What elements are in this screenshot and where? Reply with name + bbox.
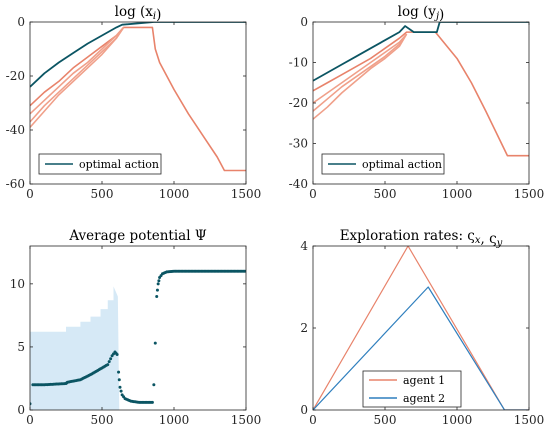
series-line-optimal [313, 22, 529, 82]
series-line-other-1 [313, 31, 529, 157]
y-tick-label: 5 [17, 340, 25, 354]
y-tick-label: -40 [6, 123, 25, 137]
legend-label: optimal action [362, 158, 442, 171]
series-line-other-4 [313, 33, 408, 120]
x-tick-label: 1000 [442, 413, 473, 427]
panel-average-potential: 0 500 1000 1500 0 5 10 Average potential Ψ [10, 228, 262, 427]
panel-log-x: 0 500 1000 1500 -60 -40 -20 0 log (xi) optimal ac… [6, 4, 262, 201]
y-tick-label: 0 [300, 15, 308, 29]
series-line-agent-1 [313, 246, 529, 410]
legend-label: optimal action [79, 158, 159, 171]
x-tick-label: 1000 [159, 413, 190, 427]
y-tick-label: -20 [289, 96, 308, 110]
series-line-other-2 [313, 33, 408, 104]
y-tick-label: -40 [289, 177, 308, 191]
legend-label: agent 2 [403, 392, 445, 405]
plot-area [313, 246, 529, 410]
data-point [155, 294, 159, 298]
series-line-optimal [30, 22, 246, 88]
y-tick-label: -10 [289, 56, 308, 70]
x-tick-label: 1000 [159, 187, 190, 201]
data-point [150, 400, 154, 404]
data-point [115, 352, 119, 356]
x-tick-label: 0 [309, 413, 317, 427]
y-tick-label: 10 [10, 277, 25, 291]
series-line-other-2 [30, 26, 125, 115]
data-point [117, 378, 121, 382]
series-line-other-4 [30, 26, 125, 128]
legend-box [362, 370, 462, 408]
data-point [155, 288, 159, 292]
legend-box [321, 153, 445, 175]
y-tick-label: 0 [300, 403, 308, 417]
y-tick-label: -30 [289, 137, 308, 151]
axes-box [29, 245, 247, 411]
x-tick-label: 500 [374, 187, 397, 201]
data-point [117, 370, 121, 374]
y-tick-label: 0 [17, 403, 25, 417]
x-tick-label: 1500 [514, 187, 545, 201]
x-tick-label: 500 [91, 187, 114, 201]
chart-title: Average potential Ψ [68, 228, 207, 244]
series-line-other-1 [30, 26, 246, 172]
x-tick-label: 1000 [442, 187, 473, 201]
legend: optimal action [321, 153, 445, 175]
legend-label: agent 1 [403, 374, 445, 387]
series-points-potential [30, 269, 246, 406]
shaded-band [30, 286, 120, 410]
x-tick-label: 1500 [514, 413, 545, 427]
plot-area [30, 269, 246, 410]
y-tick-label: 2 [300, 321, 308, 335]
data-point [119, 389, 123, 393]
panel-exploration-rates: 0 500 1000 1500 0 2 4 Exploration rates: ςx, ςy… [300, 228, 544, 427]
panel-log-y: 0 500 1000 1500 -40 -30 -20 -10 0 log (yj) optimal… [289, 4, 545, 201]
x-tick-label: 0 [26, 413, 34, 427]
legend: optimal action [38, 153, 162, 175]
data-point [156, 282, 160, 286]
data-point [106, 363, 110, 367]
plot-area [30, 22, 246, 172]
chart-title: log (yj) [398, 4, 445, 23]
plot-area [313, 22, 529, 157]
x-tick-label: 0 [26, 187, 34, 201]
chart-title: log (xi) [115, 4, 162, 23]
series-line-agent-2 [313, 286, 529, 410]
y-tick-label: -20 [6, 69, 25, 83]
y-tick-label: 0 [17, 15, 25, 29]
y-tick-label: 4 [300, 239, 308, 253]
data-point [109, 357, 113, 361]
data-point [152, 383, 156, 387]
data-point [118, 385, 122, 389]
x-tick-label: 500 [91, 413, 114, 427]
legend-box [38, 153, 162, 175]
y-tick-label: -60 [6, 177, 25, 191]
x-tick-label: 1500 [231, 413, 262, 427]
axes-box [29, 21, 247, 185]
data-point [153, 341, 157, 345]
x-tick-label: 500 [374, 413, 397, 427]
data-point [107, 360, 111, 364]
x-tick-label: 1500 [231, 187, 262, 201]
chart-title: Exploration rates: ςx, ςy [340, 228, 503, 249]
data-point [157, 279, 161, 283]
series-line-other-3 [313, 33, 408, 112]
legend: agent 1 agent 2 [362, 370, 462, 408]
x-tick-label: 0 [309, 187, 317, 201]
